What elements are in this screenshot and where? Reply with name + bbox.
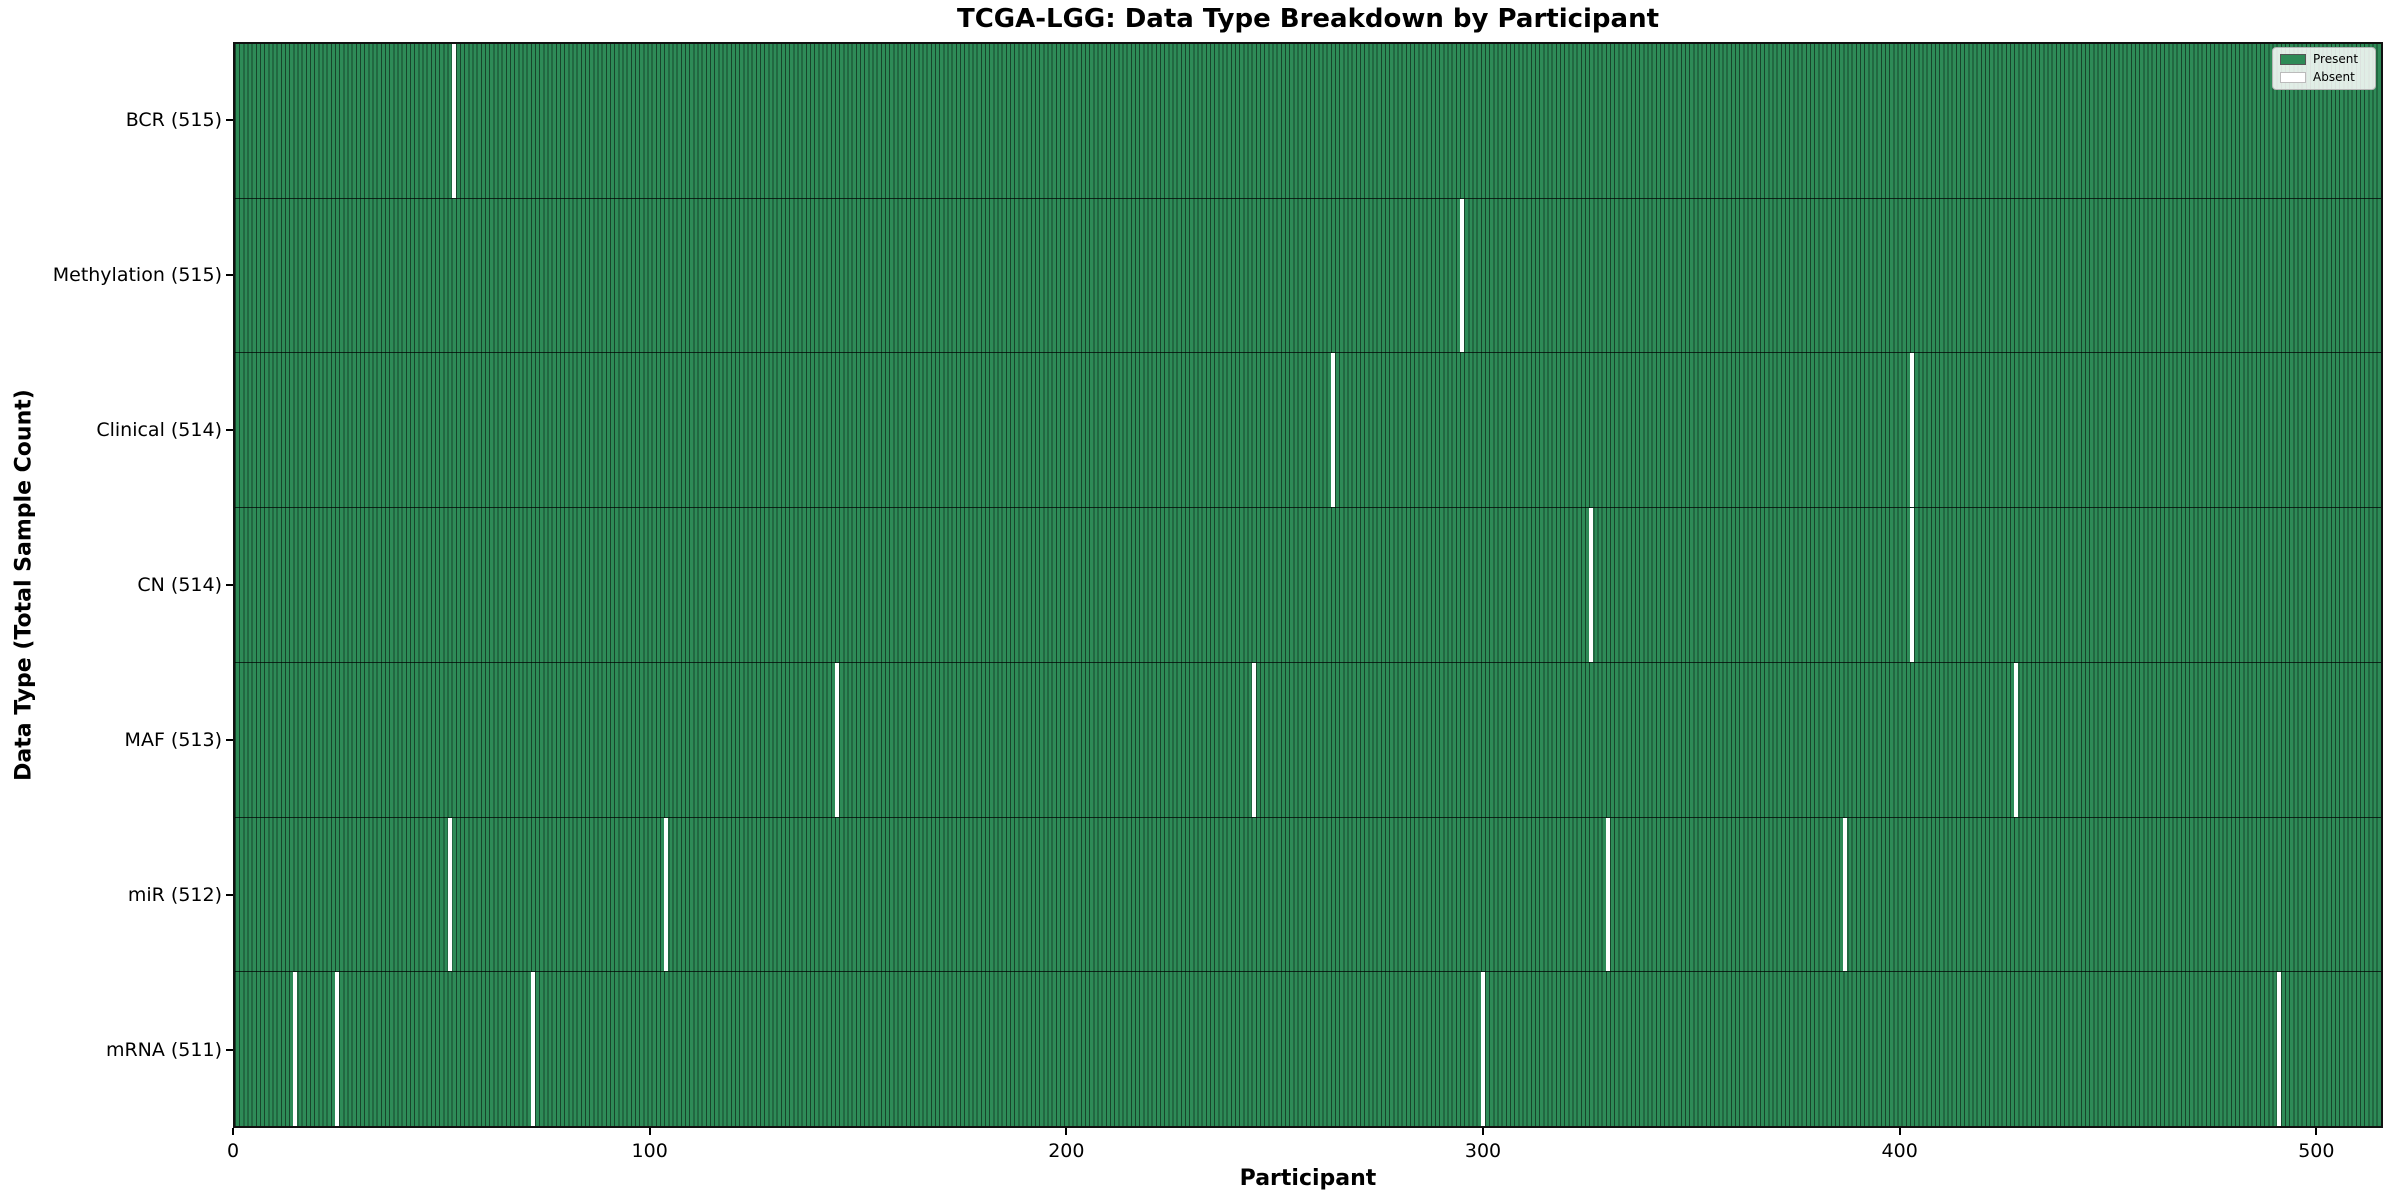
y-tick-mark <box>226 894 233 897</box>
legend-label-present: Present <box>2313 52 2359 66</box>
x-tick-mark <box>1065 1128 1068 1135</box>
y-tick-mark <box>226 428 233 431</box>
y-tick-label: miR (512) <box>127 884 222 907</box>
absent-cell <box>1460 198 1465 353</box>
absent-cell <box>2014 662 2019 817</box>
absent-cell <box>2276 972 2281 1127</box>
x-tick-mark <box>2315 1128 2318 1135</box>
x-tick-mark <box>1482 1128 1484 1135</box>
x-tick-label: 100 <box>631 1140 668 1162</box>
heatmap-row-mrna <box>235 971 2381 1127</box>
y-tick-mark <box>226 1049 233 1052</box>
y-tick-mark <box>226 584 233 586</box>
y-tick-mark <box>226 739 233 742</box>
absent-cell <box>447 817 452 972</box>
absent-cell <box>451 44 456 198</box>
x-tick-label: 0 <box>226 1140 240 1162</box>
absent-cell <box>1251 662 1256 817</box>
absent-cell <box>1605 817 1610 972</box>
x-tick-mark <box>1898 1128 1901 1135</box>
absent-cell <box>1910 508 1915 662</box>
y-tick-label: BCR (515) <box>125 108 222 131</box>
absent-cell <box>530 972 535 1127</box>
y-tick-label: CN (514) <box>137 574 222 596</box>
absent-cell <box>1480 972 1485 1127</box>
legend: Present Absent <box>2272 47 2376 90</box>
absent-cell <box>1843 817 1848 972</box>
x-tick-mark <box>648 1128 651 1135</box>
x-tick-label: 400 <box>1881 1140 1918 1162</box>
present-swatch-icon <box>2280 54 2306 65</box>
absent-cell <box>1330 353 1335 508</box>
x-axis-title: Participant <box>1239 1166 1377 1191</box>
heatmap-row-maf <box>235 661 2381 817</box>
chart-title: TCGA-LGG: Data Type Breakdown by Partici… <box>956 4 1660 34</box>
y-tick-label: MAF (513) <box>124 729 222 752</box>
absent-cell <box>1910 353 1915 508</box>
heatmap-row-mir <box>235 816 2381 972</box>
y-tick-mark <box>226 273 233 276</box>
plot-area <box>233 42 2383 1128</box>
heatmap-row-cn <box>235 507 2381 662</box>
heatmap-row-clinical <box>235 352 2381 508</box>
x-tick-label: 500 <box>2298 1140 2335 1162</box>
legend-item-present: Present <box>2280 53 2368 66</box>
y-tick-label: Clinical (514) <box>96 418 222 441</box>
absent-cell <box>664 817 669 972</box>
absent-swatch-icon <box>2280 72 2306 83</box>
y-tick-label: Methylation (515) <box>52 263 222 286</box>
absent-cell <box>293 972 298 1127</box>
x-tick-label: 300 <box>1464 1140 1502 1162</box>
absent-cell <box>1589 508 1594 662</box>
x-tick-label: 200 <box>1048 1140 1085 1162</box>
legend-label-absent: Absent <box>2313 70 2355 84</box>
heatmap-row-bcr <box>235 44 2381 198</box>
y-tick-mark <box>226 118 233 121</box>
x-tick-mark <box>232 1128 234 1135</box>
y-tick-label: mRNA (511) <box>105 1039 222 1062</box>
legend-item-absent: Absent <box>2280 71 2368 84</box>
absent-cell <box>835 662 840 817</box>
heatmap-row-methylation <box>235 197 2381 353</box>
absent-cell <box>335 972 340 1127</box>
